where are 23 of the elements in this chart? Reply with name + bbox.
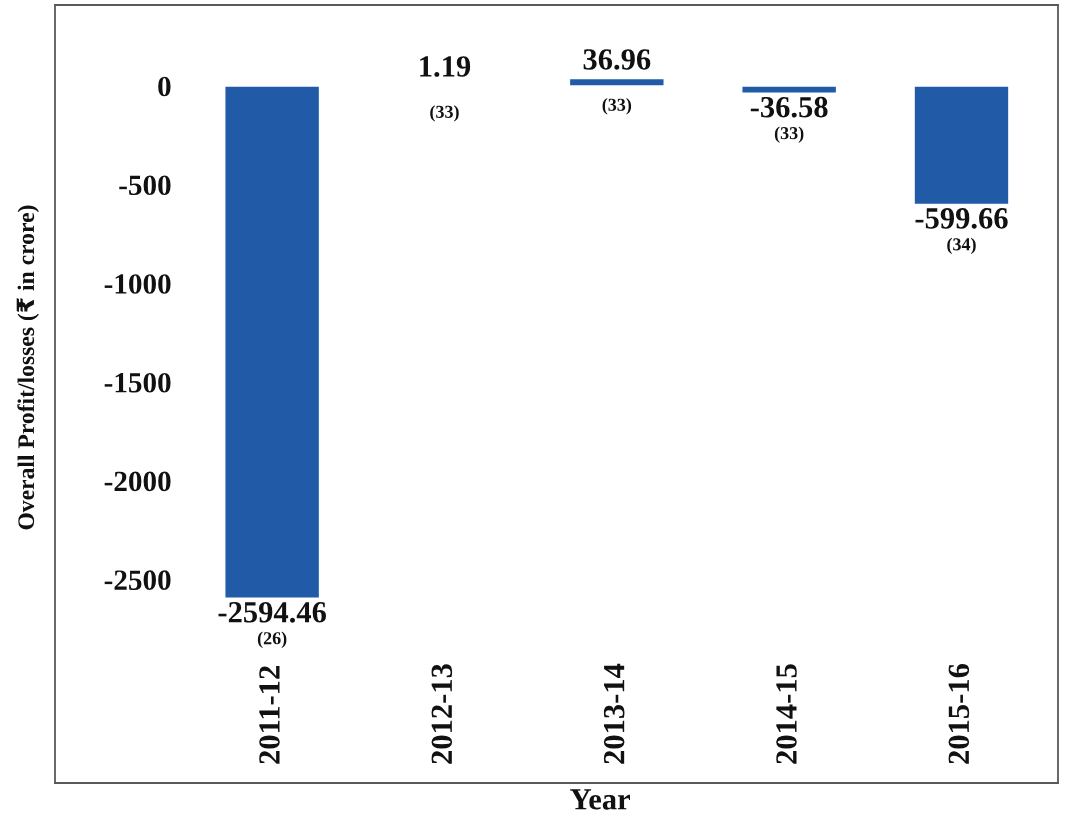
annotation: (33) — [602, 98, 632, 115]
data-label: 36.96 — [583, 49, 651, 70]
y-tick-label: 0 — [158, 76, 171, 97]
x-tick-label: 2011-12 — [259, 666, 280, 764]
y-axis-title: Overall Profit/losses (₹ in crore) — [16, 205, 39, 530]
y-tick-label: -1000 — [104, 274, 171, 294]
data-label: -2594.46 — [218, 602, 326, 623]
x-tick-label: 2014-15 — [776, 664, 797, 764]
x-tick-label: 2015-16 — [948, 664, 970, 764]
y-tick-label: -500 — [119, 175, 171, 196]
y-tick-label: -2500 — [104, 570, 171, 591]
data-label: -36.58 — [750, 96, 828, 118]
y-tick-label: -1500 — [104, 372, 171, 393]
x-tick-label: 2012-13 — [431, 664, 453, 764]
x-tick-label: 2013-14 — [603, 663, 625, 764]
y-tick-label: -2000 — [104, 471, 171, 492]
annotation: (34) — [947, 237, 976, 255]
x-axis-title: Year — [570, 789, 631, 810]
data-label: 1.19 — [420, 56, 471, 77]
annotation: (33) — [774, 126, 804, 143]
annotation: (33) — [430, 105, 459, 122]
annotation: (26) — [257, 631, 287, 648]
data-label: -599.66 — [915, 208, 1008, 229]
